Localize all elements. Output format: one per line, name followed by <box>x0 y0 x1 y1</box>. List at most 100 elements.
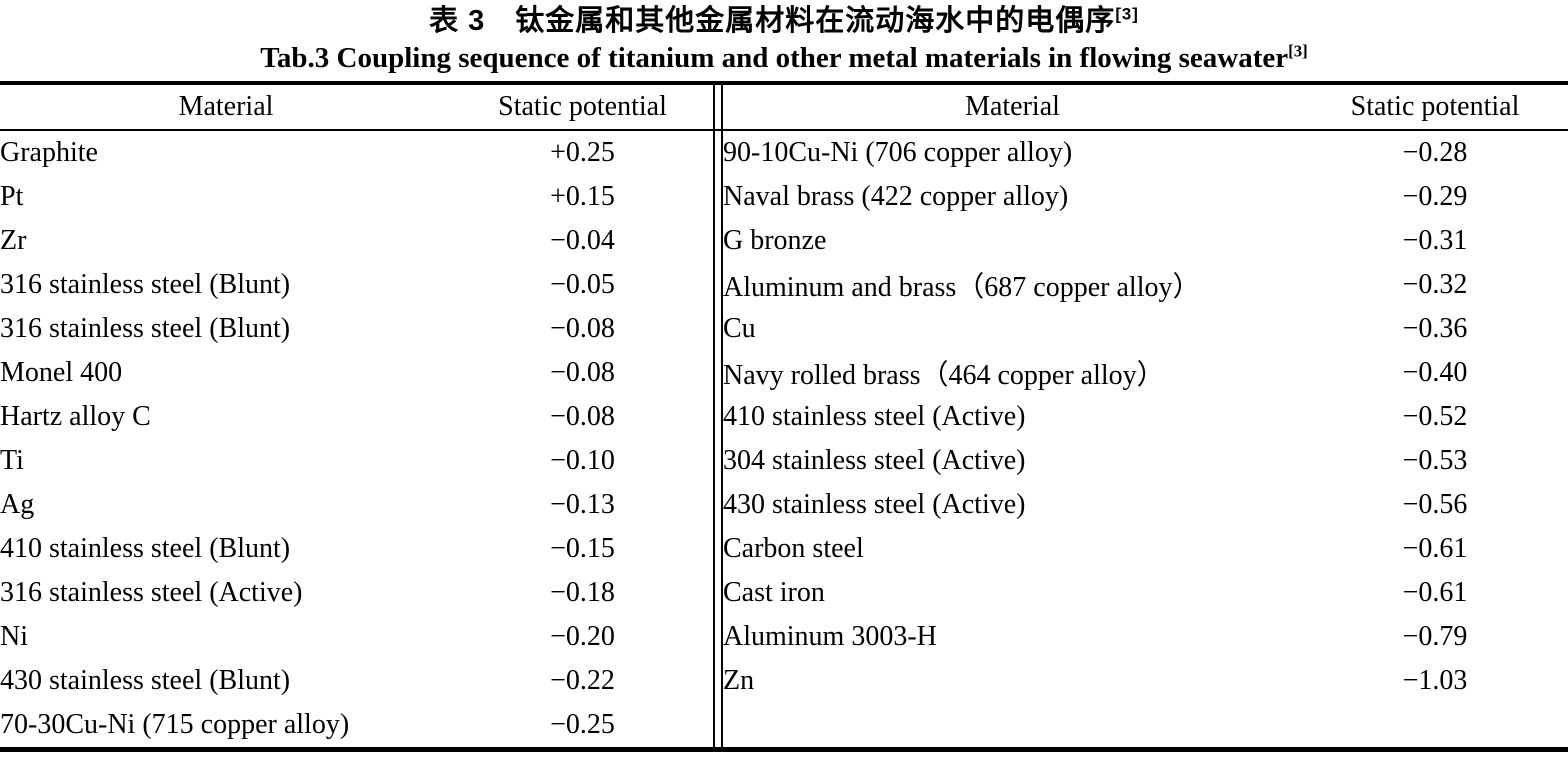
potential-cell-right: −1.03 <box>1402 664 1468 696</box>
table-row: Hartz alloy C −0.08 410 stainless steel (A… <box>0 394 1568 439</box>
material-cell-right: Cast iron <box>723 576 825 608</box>
potential-cell-right: −0.31 <box>1402 224 1468 256</box>
material-cell-right: 410 stainless steel (Active) <box>723 400 1026 432</box>
potential-cell-left: −0.20 <box>550 620 615 652</box>
table-row: Graphite +0.25 90-10Cu-Ni (706 copper allo… <box>0 129 1568 175</box>
material-cell-right: Cu <box>723 312 756 344</box>
material-cell-right: Aluminum 3003-H <box>723 620 937 652</box>
potential-cell-left: −0.10 <box>550 444 615 476</box>
table-row: Monel 400 −0.08 Navy rolled brass（464 copp… <box>0 350 1568 395</box>
header-row: Material Static potential Material Stati… <box>0 82 1568 131</box>
column-divider <box>713 570 723 615</box>
material-cell-right: G bronze <box>723 224 827 256</box>
potential-cell-left: +0.25 <box>550 136 615 168</box>
citation-superscript-en: [3] <box>1288 41 1308 61</box>
material-cell-left: Ti <box>0 444 24 476</box>
material-cell-left: 430 stainless steel (Blunt) <box>0 664 291 696</box>
column-divider <box>713 438 723 483</box>
potential-cell-left: −0.05 <box>550 268 615 300</box>
header-material-right: Material <box>722 82 1302 131</box>
citation-superscript-cn: [3] <box>1115 4 1139 24</box>
column-divider <box>713 702 723 749</box>
potential-cell-right: −0.79 <box>1402 620 1468 652</box>
caption-english-text: Tab.3 Coupling sequence of titanium and … <box>260 42 1289 75</box>
potential-cell-right <box>1302 703 1568 750</box>
column-divider <box>713 394 723 439</box>
column-divider <box>713 306 723 351</box>
potential-cell-left: −0.22 <box>550 664 615 696</box>
potential-cell-left: −0.13 <box>550 488 615 520</box>
table-row: Zr −0.04 G bronze −0.31 <box>0 218 1568 263</box>
material-cell-left: Zr <box>0 224 27 256</box>
column-divider <box>713 658 723 703</box>
header-potential-left: Static potential <box>452 82 714 131</box>
table-row: Ag −0.13 430 stainless steel (Active) −0.56 <box>0 482 1568 527</box>
potential-cell-left: −0.08 <box>550 356 615 388</box>
header-potential-right: Static potential <box>1302 82 1568 131</box>
potential-cell-left: −0.25 <box>550 708 615 740</box>
table-row: 70-30Cu-Ni (715 copper alloy) −0.25 <box>0 702 1568 750</box>
material-cell-right: Aluminum and brass（687 copper alloy） <box>723 271 1201 303</box>
potential-cell-right: −0.61 <box>1402 532 1468 564</box>
material-cell-left: 316 stainless steel (Active) <box>0 576 303 608</box>
potential-cell-right: −0.32 <box>1402 268 1468 300</box>
table-row: 430 stainless steel (Blunt) −0.22 Zn −1.03 <box>0 658 1568 703</box>
column-divider <box>713 174 723 219</box>
material-cell-right: Naval brass (422 copper alloy) <box>723 180 1069 212</box>
potential-cell-right: −0.53 <box>1402 444 1468 476</box>
table-row: Pt +0.15 Naval brass (422 copper alloy) −0.… <box>0 174 1568 219</box>
column-divider <box>713 262 723 307</box>
potential-cell-right: −0.29 <box>1402 180 1468 212</box>
potential-cell-left: −0.18 <box>550 576 615 608</box>
table-row: 316 stainless steel (Active) −0.18 Cast ir… <box>0 570 1568 615</box>
caption-chinese: 表 3 钛金属和其他金属材料在流动海水中的电偶序[3] <box>0 3 1568 39</box>
potential-cell-left: −0.04 <box>550 224 615 256</box>
material-cell-left: 410 stainless steel (Blunt) <box>0 532 291 564</box>
material-cell-right: 304 stainless steel (Active) <box>723 444 1026 476</box>
material-cell-left: Ag <box>0 488 35 520</box>
material-cell-left: 70-30Cu-Ni (715 copper alloy) <box>0 708 350 740</box>
header-material-left: Material <box>0 82 452 131</box>
table-row: Ti −0.10 304 stainless steel (Active) −0.53 <box>0 438 1568 483</box>
table-caption: 表 3 钛金属和其他金属材料在流动海水中的电偶序[3] Tab.3 Coupli… <box>0 0 1568 77</box>
potential-cell-right: −0.56 <box>1402 488 1468 520</box>
column-divider <box>713 129 723 175</box>
column-divider <box>713 482 723 527</box>
material-cell-left: Hartz alloy C <box>0 400 151 432</box>
column-divider <box>713 82 723 131</box>
column-divider <box>713 614 723 659</box>
potential-cell-right: −0.61 <box>1402 576 1468 608</box>
potential-cell-left: +0.15 <box>550 180 615 212</box>
table-row: Ni −0.20 Aluminum 3003-H −0.79 <box>0 614 1568 659</box>
material-cell-left: Graphite <box>0 136 98 168</box>
potential-cell-right: −0.36 <box>1402 312 1468 344</box>
column-divider <box>713 218 723 263</box>
table-header: Material Static potential Material Stati… <box>0 82 1568 131</box>
table-row: 316 stainless steel (Blunt) −0.08 Cu −0.36 <box>0 306 1568 351</box>
material-cell-left: Monel 400 <box>0 356 123 388</box>
column-divider <box>713 350 723 395</box>
material-cell-left: 316 stainless steel (Blunt) <box>0 268 291 300</box>
galvanic-series-table: Material Static potential Material Stati… <box>0 80 1568 752</box>
column-divider <box>713 526 723 571</box>
material-cell-right: 90-10Cu-Ni (706 copper alloy) <box>723 136 1073 168</box>
material-cell-right: Navy rolled brass（464 copper alloy） <box>723 359 1165 391</box>
potential-cell-left: −0.15 <box>550 532 615 564</box>
potential-cell-left: −0.08 <box>550 400 615 432</box>
caption-chinese-text: 表 3 钛金属和其他金属材料在流动海水中的电偶序 <box>429 5 1116 37</box>
material-cell-right: 430 stainless steel (Active) <box>723 488 1026 520</box>
potential-cell-left: −0.08 <box>550 312 615 344</box>
table-body: Graphite +0.25 90-10Cu-Ni (706 copper allo… <box>0 129 1568 750</box>
potential-cell-right: −0.52 <box>1402 400 1468 432</box>
material-cell-left: Ni <box>0 620 28 652</box>
material-cell-right <box>722 703 1302 750</box>
potential-cell-right: −0.28 <box>1402 136 1468 168</box>
potential-cell-right: −0.40 <box>1402 356 1468 388</box>
material-cell-right: Zn <box>723 664 755 696</box>
material-cell-right: Carbon steel <box>723 532 864 564</box>
table-row: 316 stainless steel (Blunt) −0.05 Aluminum… <box>0 262 1568 307</box>
table-row: 410 stainless steel (Blunt) −0.15 Carbon s… <box>0 526 1568 571</box>
material-cell-left: Pt <box>0 180 24 212</box>
material-cell-left: 316 stainless steel (Blunt) <box>0 312 291 344</box>
caption-english: Tab.3 Coupling sequence of titanium and … <box>0 40 1568 76</box>
